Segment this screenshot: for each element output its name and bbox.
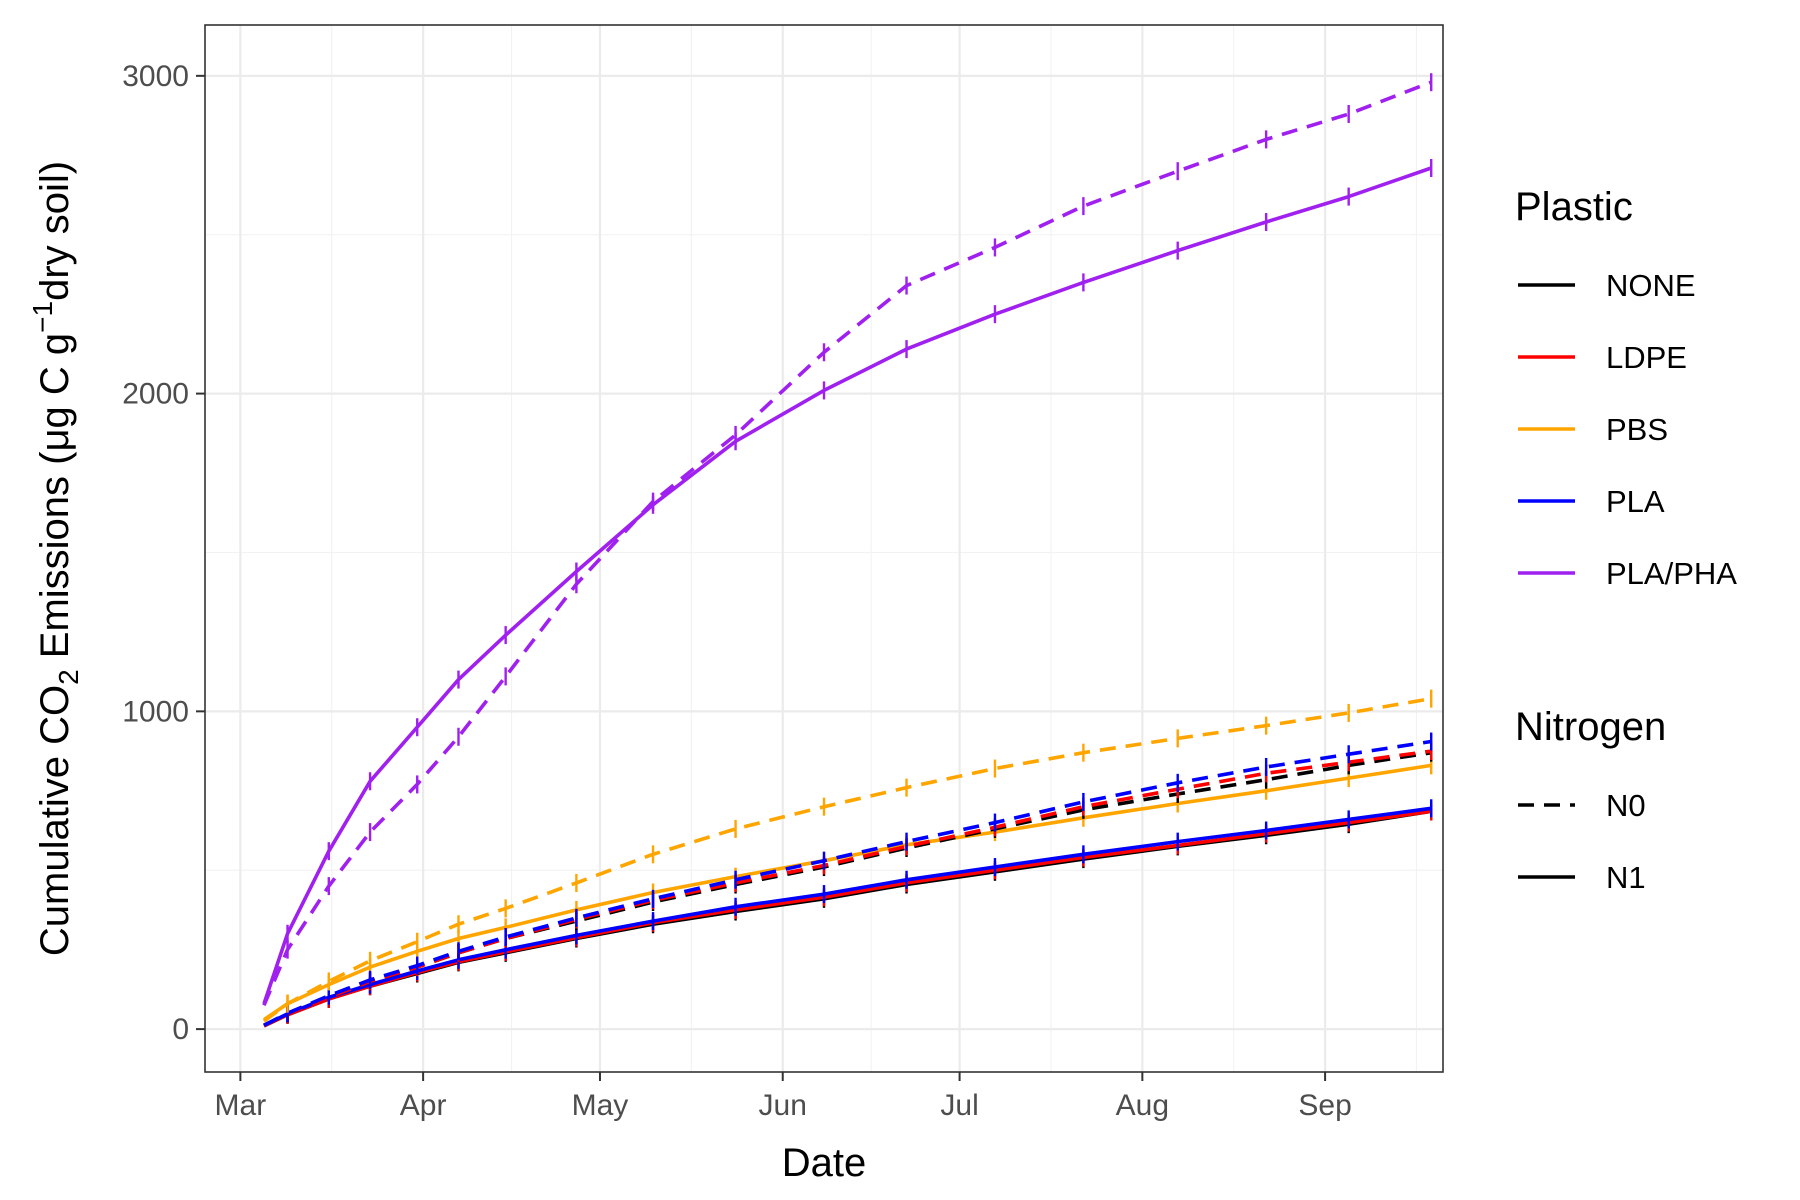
legend-nitrogen-items: N0 N1 (1518, 788, 1646, 895)
series-line-pbs-n1 (262, 763, 1432, 1022)
y-axis-title-end: dry soil) (33, 161, 77, 301)
legend-label-pla-pha: PLA/PHA (1606, 556, 1737, 591)
legend-label-pbs: PBS (1606, 412, 1668, 447)
x-tick-label: Apr (400, 1089, 447, 1122)
x-tick-label: Jul (940, 1089, 978, 1122)
series-line-pla-n1 (263, 806, 1432, 1027)
y-axis-title-subscript: 2 (53, 669, 84, 685)
x-tick-label: Sep (1298, 1089, 1351, 1122)
x-tick-label: Mar (215, 1089, 267, 1122)
legend-label-none: NONE (1606, 268, 1696, 303)
y-tick-label: 3000 (122, 60, 189, 93)
series-line-pla-n0 (263, 739, 1432, 1027)
axis-layer: 0 1000 2000 3000 Mar Apr May Jun Jul Aug Sep (122, 60, 1352, 1122)
series-layer (262, 73, 1433, 1028)
series-line-pla-pha-n1 (262, 166, 1432, 1005)
legend-plastic-items: NONE LDPE PBS PLA PLA/PHA (1518, 268, 1737, 591)
panel-border (204, 24, 1444, 1073)
series-line-pbs-n0 (262, 696, 1432, 1023)
y-axis-title-main: Cumulative CO (33, 685, 77, 956)
legend-label-ldpe: LDPE (1606, 340, 1687, 375)
x-tick-label: Jun (759, 1089, 807, 1122)
y-tick-label: 1000 (122, 695, 189, 728)
y-axis-title-middle: Emissions (μg C g (33, 333, 77, 669)
y-axis-title: Cumulative CO2 Emissions (μg C g−1dry so… (27, 161, 84, 956)
x-tick-label: May (572, 1089, 629, 1122)
x-tick-label: Aug (1116, 1089, 1169, 1122)
legend-label-pla: PLA (1606, 484, 1665, 519)
series-line-pla-pha-n0 (262, 80, 1432, 1007)
legend-title-nitrogen: Nitrogen (1515, 705, 1666, 749)
y-tick-label: 0 (172, 1013, 189, 1046)
x-axis-title: Date (782, 1141, 867, 1185)
legend-label-n1: N1 (1606, 860, 1646, 895)
legend-label-n0: N0 (1606, 788, 1646, 823)
y-tick-label: 2000 (122, 378, 189, 411)
y-axis-title-superscript: −1 (27, 301, 58, 333)
legend: Plastic NONE LDPE PBS PLA PLA/PHA Nitrogen N… (1515, 185, 1737, 895)
legend-title-plastic: Plastic (1515, 185, 1633, 229)
